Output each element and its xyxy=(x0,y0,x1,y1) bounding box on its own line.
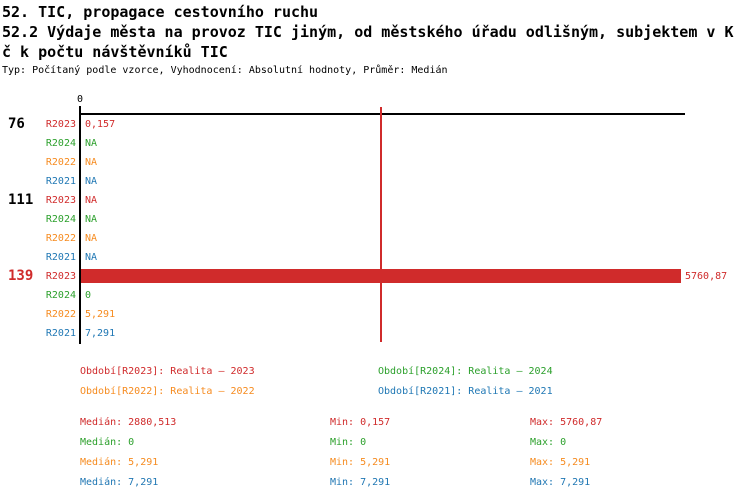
legend-item-r2022: Období[R2022]: Realita – 2022 xyxy=(80,386,255,397)
page-title-line-2: 52.2 Výdaje města na provoz TIC jiným, o… xyxy=(2,23,734,41)
series-value: NA xyxy=(85,214,98,225)
stat-median-r2021: Medián: 7,291 xyxy=(80,477,159,488)
page-title-line-3: č k počtu návštěvníků TIC xyxy=(2,43,228,61)
group-label-76: 76 xyxy=(8,116,25,132)
series-label: R2023 xyxy=(45,195,76,206)
chart-meta-info: Typ: Počítaný podle vzorce, Vyhodnocení:… xyxy=(2,65,448,76)
bar-value-label: 5760,87 xyxy=(685,271,728,282)
stat-median-r2024: Medián: 0 xyxy=(80,437,135,448)
series-label: R2022 xyxy=(45,157,76,168)
series-label: R2023 xyxy=(45,271,76,282)
chart-row: R2021 NA xyxy=(0,248,750,267)
stat-min-r2024: Min: 0 xyxy=(330,437,367,448)
series-label: R2023 xyxy=(45,119,76,130)
chart-row: R2022 NA xyxy=(0,153,750,172)
chart-row: R2021 NA xyxy=(0,172,750,191)
series-value: 0,157 xyxy=(85,119,116,130)
series-value: 5,291 xyxy=(85,309,116,320)
chart-row: R2024 0 xyxy=(0,286,750,305)
series-value: 0 xyxy=(85,290,92,301)
chart-row: R2021 7,291 xyxy=(0,324,750,343)
chart-row: R2024 NA xyxy=(0,210,750,229)
legend-item-r2021: Období[R2021]: Realita – 2021 xyxy=(378,386,553,397)
stat-max-r2022: Max: 5,291 xyxy=(530,457,591,468)
group-label-111: 111 xyxy=(8,192,34,208)
series-label: R2024 xyxy=(45,290,76,301)
chart-row: 76 R2023 0,157 xyxy=(0,115,750,134)
chart-row: R2024 NA xyxy=(0,134,750,153)
series-value: 7,291 xyxy=(85,328,116,339)
series-value: NA xyxy=(85,176,98,187)
series-value: NA xyxy=(85,195,98,206)
series-value: NA xyxy=(85,157,98,168)
stat-max-r2023: Max: 5760,87 xyxy=(530,417,603,428)
series-value: NA xyxy=(85,233,98,244)
series-label: R2024 xyxy=(45,138,76,149)
stat-max-r2024: Max: 0 xyxy=(530,437,567,448)
series-label: R2024 xyxy=(45,214,76,225)
legend-item-r2024: Období[R2024]: Realita – 2024 xyxy=(378,366,553,377)
bar-r2023 xyxy=(81,269,681,283)
stat-min-r2023: Min: 0,157 xyxy=(330,417,391,428)
chart-row: 111 R2023 NA xyxy=(0,191,750,210)
y-axis-line xyxy=(79,106,81,344)
series-label: R2022 xyxy=(45,233,76,244)
chart-row: R2022 NA xyxy=(0,229,750,248)
axis-zero-tick-label: 0 xyxy=(76,94,84,105)
stat-max-r2021: Max: 7,291 xyxy=(530,477,591,488)
series-value: NA xyxy=(85,138,98,149)
series-label: R2022 xyxy=(45,309,76,320)
series-label: R2021 xyxy=(45,176,76,187)
page-title-line-1: 52. TIC, propagace cestovního ruchu xyxy=(2,3,319,21)
median-marker-line xyxy=(380,107,382,342)
series-label: R2021 xyxy=(45,252,76,263)
series-label: R2021 xyxy=(45,328,76,339)
stat-median-r2022: Medián: 5,291 xyxy=(80,457,159,468)
stat-median-r2023: Medián: 2880,513 xyxy=(80,417,177,428)
chart-row: 139 R2023 5760,87 xyxy=(0,267,750,286)
legend-item-r2023: Období[R2023]: Realita – 2023 xyxy=(80,366,255,377)
series-value: NA xyxy=(85,252,98,263)
stat-min-r2022: Min: 5,291 xyxy=(330,457,391,468)
stat-min-r2021: Min: 7,291 xyxy=(330,477,391,488)
chart-row: R2022 5,291 xyxy=(0,305,750,324)
group-label-139: 139 xyxy=(8,268,34,284)
x-axis-line xyxy=(79,113,685,115)
